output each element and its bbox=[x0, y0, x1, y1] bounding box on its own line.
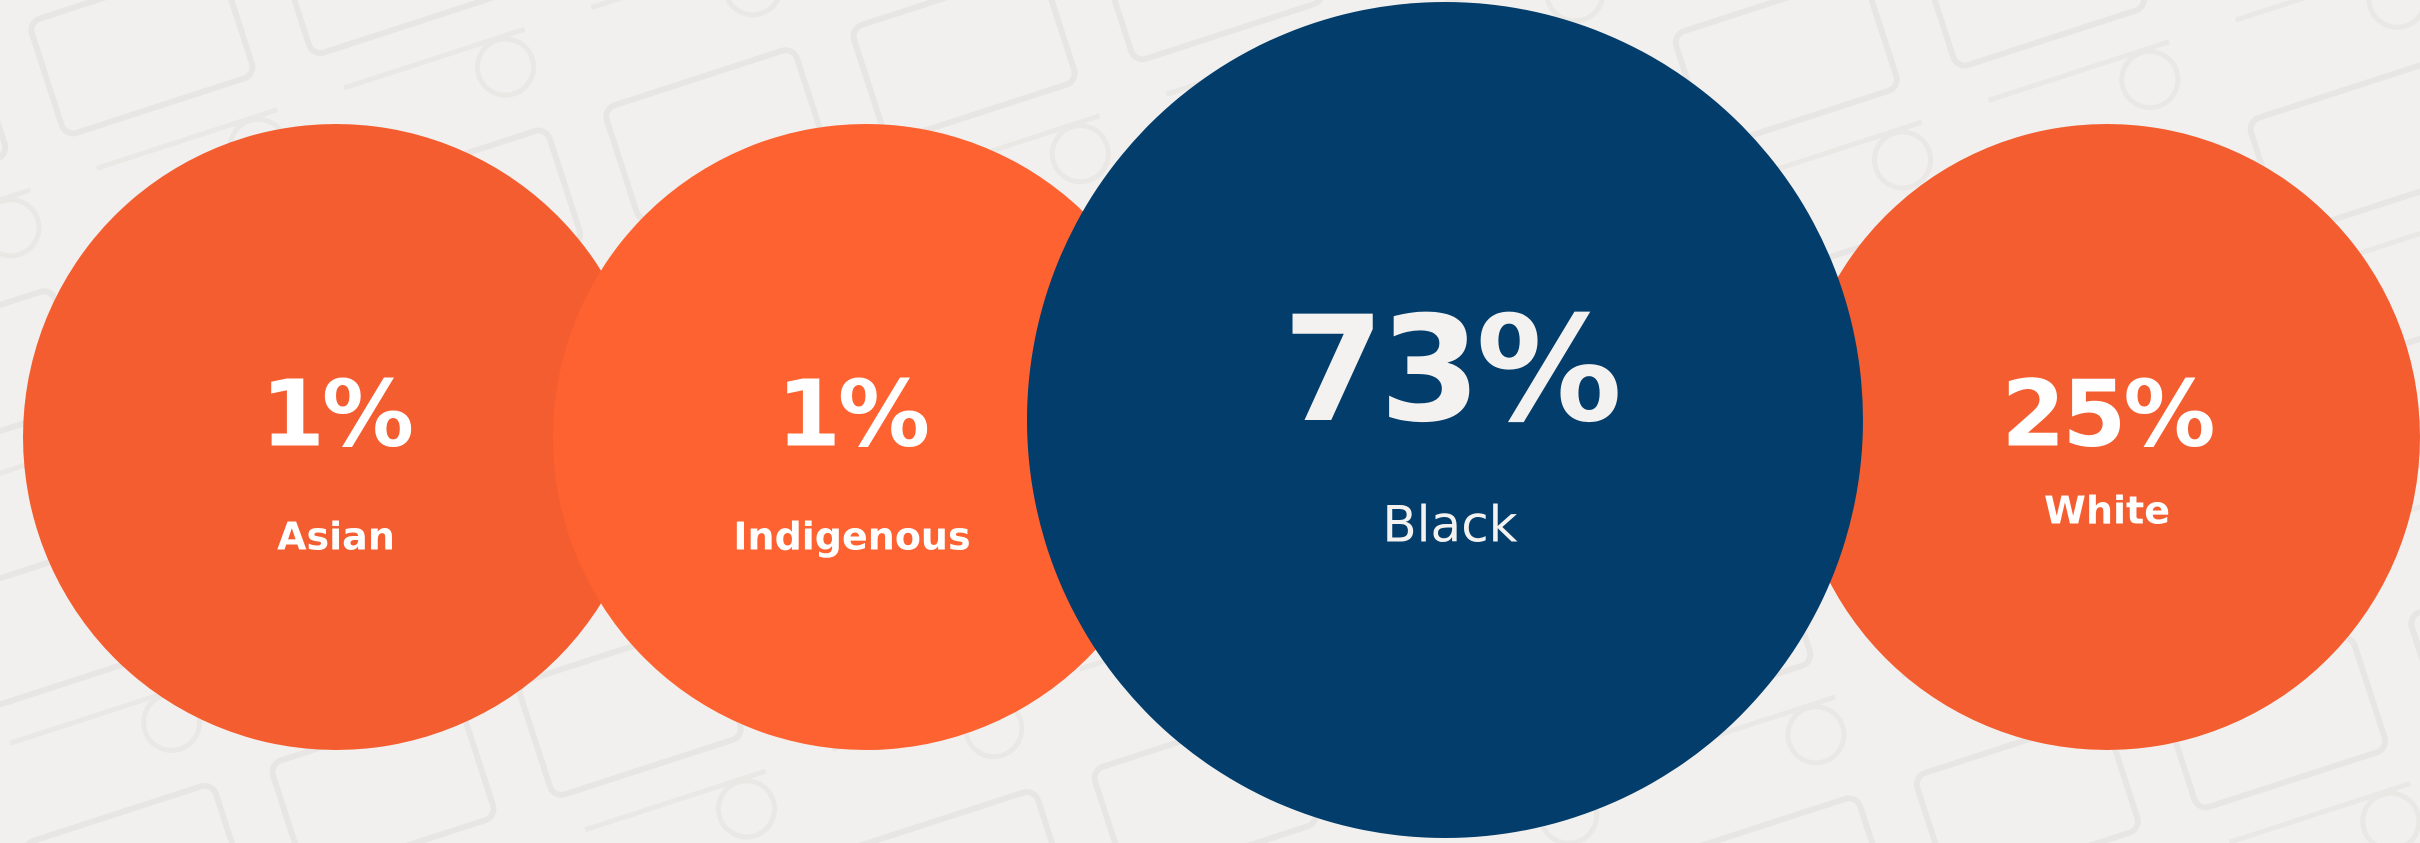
circle bbox=[553, 124, 1179, 750]
stat-label: Asian bbox=[277, 515, 395, 559]
stat-label: Indigenous bbox=[733, 515, 970, 559]
stat-value: 25% bbox=[2001, 360, 2213, 467]
stat-value: 1% bbox=[261, 360, 412, 467]
stat-value: 1% bbox=[777, 360, 928, 467]
stat-black: 73% Black bbox=[1027, 2, 1863, 838]
stat-value: 73% bbox=[1283, 285, 1618, 455]
stat-label: Black bbox=[1382, 496, 1517, 554]
circle bbox=[1027, 2, 1863, 838]
stat-indigenous: 1% Indigenous bbox=[553, 124, 1179, 750]
stat-white: 25% White bbox=[1794, 124, 2420, 750]
circle bbox=[23, 124, 649, 750]
stat-label: White bbox=[2044, 489, 2170, 533]
stat-asian: 1% Asian bbox=[23, 124, 649, 750]
circle bbox=[1794, 124, 2420, 750]
